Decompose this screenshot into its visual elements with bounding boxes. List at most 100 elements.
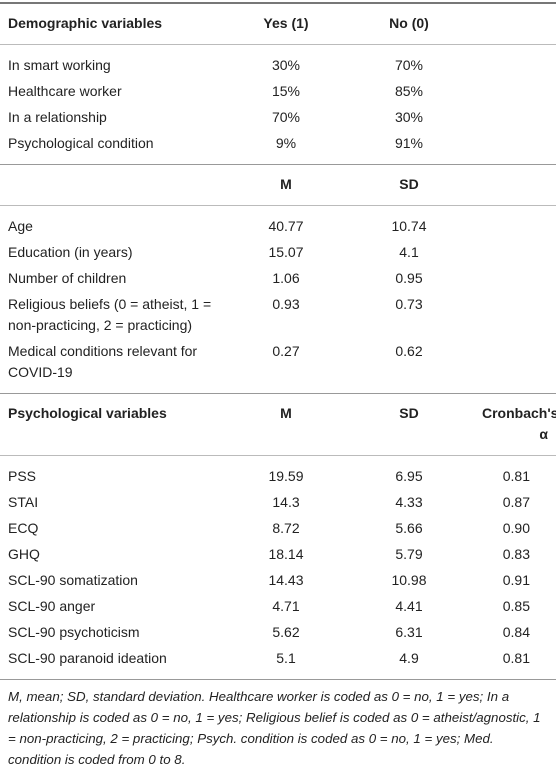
value-cell: 19.59: [268, 468, 304, 484]
value-cell: 0.93: [272, 296, 300, 312]
value-cell: 0.90: [502, 520, 530, 536]
header-cell: M: [280, 405, 292, 421]
value-cell: 4.1: [399, 244, 419, 260]
value-cell: [474, 266, 556, 292]
data-row: Number of children 1.06 0.95: [0, 266, 556, 292]
header-row: Psychological variables M SD Cronbach's α: [0, 393, 556, 456]
label-cell: Education (in years): [8, 244, 133, 260]
value-cell: 0.83: [502, 546, 530, 562]
data-row: Education (in years) 15.07 4.1: [0, 240, 556, 266]
value-cell: [474, 45, 556, 79]
data-row: ECQ 8.72 5.66 0.90: [0, 516, 556, 542]
label-cell: Age: [8, 218, 33, 234]
value-cell: 0.81: [502, 650, 530, 666]
value-cell: 0.73: [395, 296, 423, 312]
data-row: PSS 19.59 6.95 0.81: [0, 456, 556, 490]
data-row: Religious beliefs (0 = atheist, 1 = non-…: [0, 292, 556, 339]
value-cell: 0.95: [395, 270, 423, 286]
value-cell: 5.79: [395, 546, 423, 562]
value-cell: 0.85: [502, 598, 530, 614]
label-cell: In smart working: [8, 57, 111, 73]
value-cell: 1.06: [272, 270, 300, 286]
value-cell: [474, 105, 556, 131]
label-cell: Number of children: [8, 270, 127, 286]
header-cell: [474, 3, 556, 45]
value-cell: 4.71: [272, 598, 300, 614]
value-cell: [474, 79, 556, 105]
header-cell: SD: [399, 405, 419, 421]
value-cell: 0.27: [272, 343, 300, 359]
value-cell: 5.62: [272, 624, 300, 640]
value-cell: 70%: [394, 57, 424, 73]
label-cell: Religious beliefs (0 = atheist, 1 = non-…: [8, 296, 212, 333]
data-row: STAI 14.3 4.33 0.87: [0, 490, 556, 516]
header-cell: M: [280, 176, 292, 192]
value-cell: 91%: [394, 135, 424, 151]
value-cell: 0.91: [502, 572, 530, 588]
value-cell: 6.31: [395, 624, 423, 640]
header-cell: Yes (1): [263, 15, 309, 31]
value-cell: 70%: [271, 109, 301, 125]
data-row: Healthcare worker 15% 85%: [0, 79, 556, 105]
header-cell: Cronbach's α: [482, 405, 556, 442]
label-cell: Medical conditions relevant for COVID-19: [8, 343, 198, 380]
header-cell: [474, 165, 556, 206]
value-cell: 18.14: [268, 546, 304, 562]
label-cell: STAI: [8, 494, 39, 510]
data-row: SCL-90 paranoid ideation 5.1 4.9 0.81: [0, 646, 556, 680]
value-cell: 14.3: [272, 494, 300, 510]
value-cell: [474, 240, 556, 266]
data-table: Demographic variables Yes (1) No (0) In sma…: [0, 2, 556, 680]
label-cell: SCL-90 psychoticism: [8, 624, 140, 640]
data-row: Psychological condition 9% 91%: [0, 131, 556, 165]
value-cell: 4.9: [399, 650, 419, 666]
value-cell: 5.66: [395, 520, 423, 536]
value-cell: 8.72: [272, 520, 300, 536]
data-row: SCL-90 psychoticism 5.62 6.31 0.84: [0, 620, 556, 646]
label-cell: In a relationship: [8, 109, 107, 125]
label-cell: SCL-90 paranoid ideation: [8, 650, 167, 666]
value-cell: 10.74: [391, 218, 427, 234]
header-cell: Psychological variables: [8, 405, 167, 421]
label-cell: Psychological condition: [8, 135, 154, 151]
value-cell: 14.43: [268, 572, 304, 588]
value-cell: 0.84: [502, 624, 530, 640]
value-cell: [474, 292, 556, 339]
label-cell: ECQ: [8, 520, 39, 536]
header-cell: No (0): [389, 15, 429, 31]
data-row: In a relationship 70% 30%: [0, 105, 556, 131]
data-row: In smart working 30% 70%: [0, 45, 556, 79]
value-cell: 15.07: [268, 244, 304, 260]
data-row: SCL-90 anger 4.71 4.41 0.85: [0, 594, 556, 620]
value-cell: 0.81: [502, 468, 530, 484]
label-cell: Healthcare worker: [8, 83, 122, 99]
data-row: Medical conditions relevant for COVID-19…: [0, 339, 556, 394]
value-cell: 9%: [275, 135, 297, 151]
header-row: Demographic variables Yes (1) No (0): [0, 3, 556, 45]
value-cell: 4.33: [395, 494, 423, 510]
value-cell: [474, 339, 556, 394]
value-cell: [474, 206, 556, 240]
header-cell: [0, 165, 228, 206]
value-cell: 30%: [271, 57, 301, 73]
label-cell: SCL-90 anger: [8, 598, 96, 614]
value-cell: 0.87: [502, 494, 530, 510]
value-cell: 10.98: [391, 572, 427, 588]
data-row: GHQ 18.14 5.79 0.83: [0, 542, 556, 568]
label-cell: GHQ: [8, 546, 40, 562]
value-cell: 85%: [394, 83, 424, 99]
footnote: M, mean; SD, standard deviation. Healthc…: [8, 689, 541, 767]
header-cell: SD: [399, 176, 419, 192]
value-cell: 5.1: [276, 650, 296, 666]
data-row: Age 40.77 10.74: [0, 206, 556, 240]
value-cell: 0.62: [395, 343, 423, 359]
value-cell: 30%: [394, 109, 424, 125]
header-cell: Demographic variables: [8, 15, 163, 31]
data-row: SCL-90 somatization 14.43 10.98 0.91: [0, 568, 556, 594]
label-cell: SCL-90 somatization: [8, 572, 138, 588]
value-cell: 6.95: [395, 468, 423, 484]
label-cell: PSS: [8, 468, 37, 484]
value-cell: 15%: [271, 83, 301, 99]
value-cell: [474, 131, 556, 165]
